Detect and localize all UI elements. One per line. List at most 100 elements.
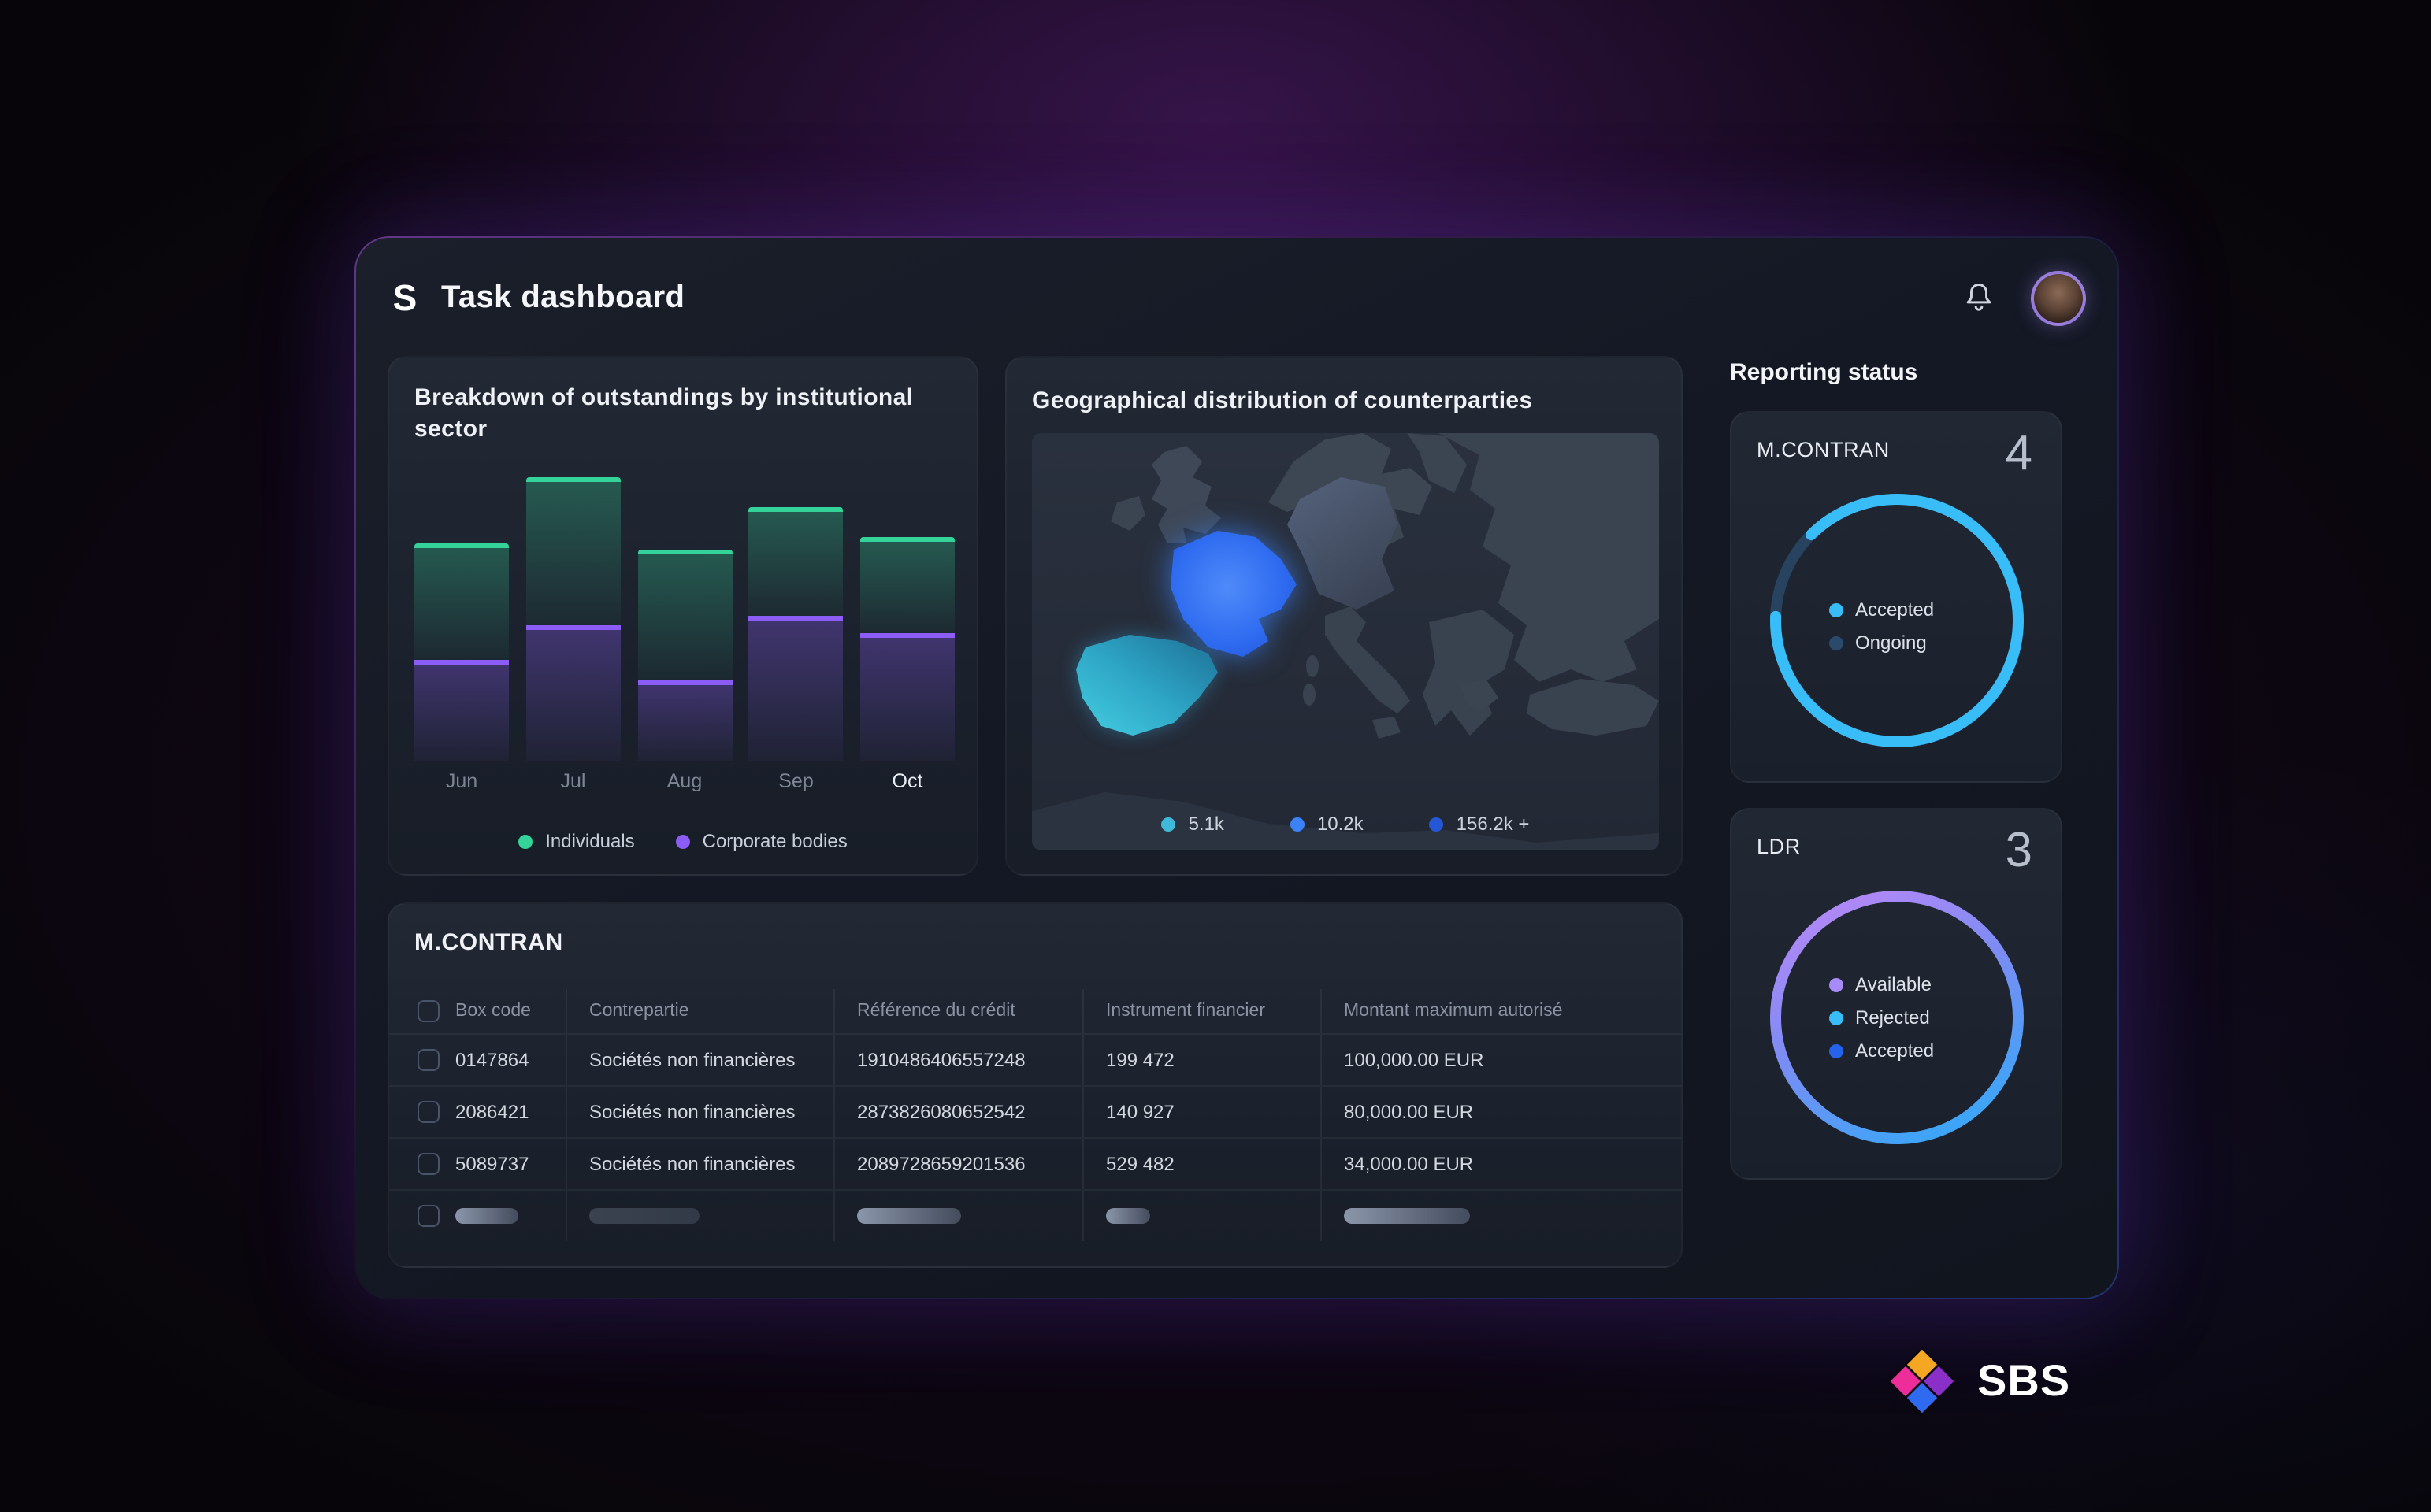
table-cell: 100,000.00 EUR [1320, 1035, 1681, 1085]
bar-sep [748, 507, 844, 761]
map-legend-item: 10.2k [1290, 813, 1364, 835]
table-header-cell: Box code [389, 989, 566, 1033]
table-header-cell: Instrument financier [1082, 989, 1320, 1033]
user-avatar[interactable] [2031, 270, 2086, 325]
bar-chart [414, 461, 955, 761]
donut-legend-item: Accepted [1828, 1040, 1964, 1062]
row-checkbox[interactable] [418, 1205, 440, 1227]
donut-legend-item: Available [1828, 973, 1964, 995]
donut-legend-item: Rejected [1828, 1006, 1964, 1028]
cell-value: 199 472 [1106, 1049, 1175, 1071]
outstandings-panel: Breakdown of outstandings by institution… [388, 356, 978, 876]
row-checkbox[interactable] [418, 1101, 440, 1123]
bar-chart-legend: Individuals Corporate bodies [389, 830, 977, 852]
map-region-uk [1152, 446, 1221, 543]
sbs-logo-icon [1887, 1346, 1958, 1417]
dashboard-card: S Task dashboard Breakdown of outstandin… [354, 236, 2119, 1299]
cell-value: 0147864 [455, 1049, 529, 1071]
brand-text: SBS [1977, 1356, 2071, 1405]
table-cell: 0147864 [389, 1035, 566, 1085]
cell-value: 529 482 [1106, 1153, 1175, 1175]
table-row[interactable]: 0147864 Sociétés non financières 191048640… [389, 1033, 1681, 1085]
outstandings-title: Breakdown of outstandings by institution… [414, 384, 914, 443]
row-checkbox[interactable] [418, 1153, 440, 1175]
loading-placeholder [857, 1208, 961, 1224]
cell-value: 1910486406557248 [857, 1049, 1026, 1071]
bar-legend-item: Individuals [518, 830, 635, 852]
card-title: M.CONTRAN [1757, 438, 1890, 461]
reporting-card-mcontran: M.CONTRAN 4 Accepted Ongoing [1730, 411, 2062, 783]
map-region-italy [1325, 606, 1410, 713]
legend-label: 5.1k [1188, 813, 1224, 835]
cell-value: Sociétés non financières [589, 1153, 796, 1175]
table-row-loading [389, 1189, 1681, 1241]
table-cell: 529 482 [1082, 1139, 1320, 1189]
table-header-row: Box code Contrepartie Référence du crédit I… [389, 989, 1681, 1033]
row-checkbox[interactable] [418, 1049, 440, 1071]
app-logo-icon: S [392, 276, 418, 317]
bar-segment-individuals [525, 477, 621, 625]
bar-segment-corporate [748, 616, 844, 761]
loading-placeholder [455, 1208, 518, 1224]
legend-dot [1429, 817, 1444, 831]
table-cell: Sociétés non financières [566, 1139, 833, 1189]
map-region-germany [1287, 477, 1397, 610]
table-cell [1082, 1191, 1320, 1241]
legend-dot [1161, 817, 1176, 831]
map-region-france [1171, 531, 1297, 657]
mcontran-table: Box code Contrepartie Référence du crédit I… [389, 989, 1681, 1241]
cell-value: 2089728659201536 [857, 1153, 1026, 1175]
table-cell: 80,000.00 EUR [1320, 1087, 1681, 1137]
bar-segment-corporate [525, 625, 621, 761]
bar-segment-corporate [414, 660, 509, 761]
bar-segment-corporate [860, 633, 955, 761]
loading-placeholder [1344, 1208, 1470, 1224]
select-all-checkbox[interactable] [418, 1000, 440, 1022]
map-region-sicily [1372, 717, 1401, 739]
notification-bell-icon[interactable] [1962, 280, 1996, 315]
cell-value: 100,000.00 EUR [1344, 1049, 1484, 1071]
bar-oct [860, 537, 955, 761]
table-cell: Sociétés non financières [566, 1035, 833, 1085]
table-cell [389, 1191, 566, 1241]
mcontran-table-panel: M.CONTRAN Box code Contrepartie Référence … [388, 902, 1683, 1268]
table-cell: Sociétés non financières [566, 1087, 833, 1137]
table-cell: 140 927 [1082, 1087, 1320, 1137]
map-legend-item: 156.2k + [1429, 813, 1529, 835]
map-legend: 5.1k 10.2k 156.2k + [1032, 813, 1659, 835]
table-row[interactable]: 2086421 Sociétés non financières 287382608… [389, 1085, 1681, 1137]
bar-jun [414, 543, 509, 761]
bar-segment-individuals [748, 507, 844, 616]
legend-label: Rejected [1855, 1006, 1930, 1028]
table-header-cell: Référence du crédit [833, 989, 1082, 1033]
mcontran-donut-chart [1770, 494, 2024, 748]
card-count: 3 [2005, 822, 2033, 877]
legend-dot [1828, 636, 1843, 650]
europe-map-svg [1032, 433, 1659, 850]
legend-label: Corporate bodies [702, 830, 848, 852]
donut-legend-item: Ongoing [1828, 632, 1964, 654]
month-label-aug: Aug [666, 770, 703, 792]
cell-value: 5089737 [455, 1153, 529, 1175]
table-header-cell: Contrepartie [566, 989, 833, 1033]
table-header-cell: Montant maximum autorisé [1320, 989, 1681, 1033]
table-cell: 2089728659201536 [833, 1139, 1082, 1189]
map-region-eastern-europe [1438, 433, 1659, 682]
card-title: LDR [1757, 835, 1801, 858]
legend-label: Individuals [545, 830, 635, 852]
bar-chart-months: Jun Jul Aug Sep Oct [414, 770, 955, 792]
loading-placeholder [589, 1208, 700, 1224]
geo-panel: Geographical distribution of counterpart… [1005, 356, 1683, 876]
footer-brand: SBS [1886, 1345, 2070, 1418]
table-row[interactable]: 5089737 Sociétés non financières 208972865… [389, 1137, 1681, 1189]
legend-label: 10.2k [1316, 813, 1364, 835]
table-cell: 5089737 [389, 1139, 566, 1189]
donut-legend-item: Accepted [1828, 598, 1964, 621]
cell-value: 80,000.00 EUR [1344, 1101, 1474, 1123]
legend-dot [1290, 817, 1305, 831]
legend-dot [1828, 1043, 1843, 1058]
header: S Task dashboard [384, 263, 2086, 332]
reporting-status-heading: Reporting status [1730, 359, 1918, 386]
map-region-finland [1407, 433, 1467, 493]
